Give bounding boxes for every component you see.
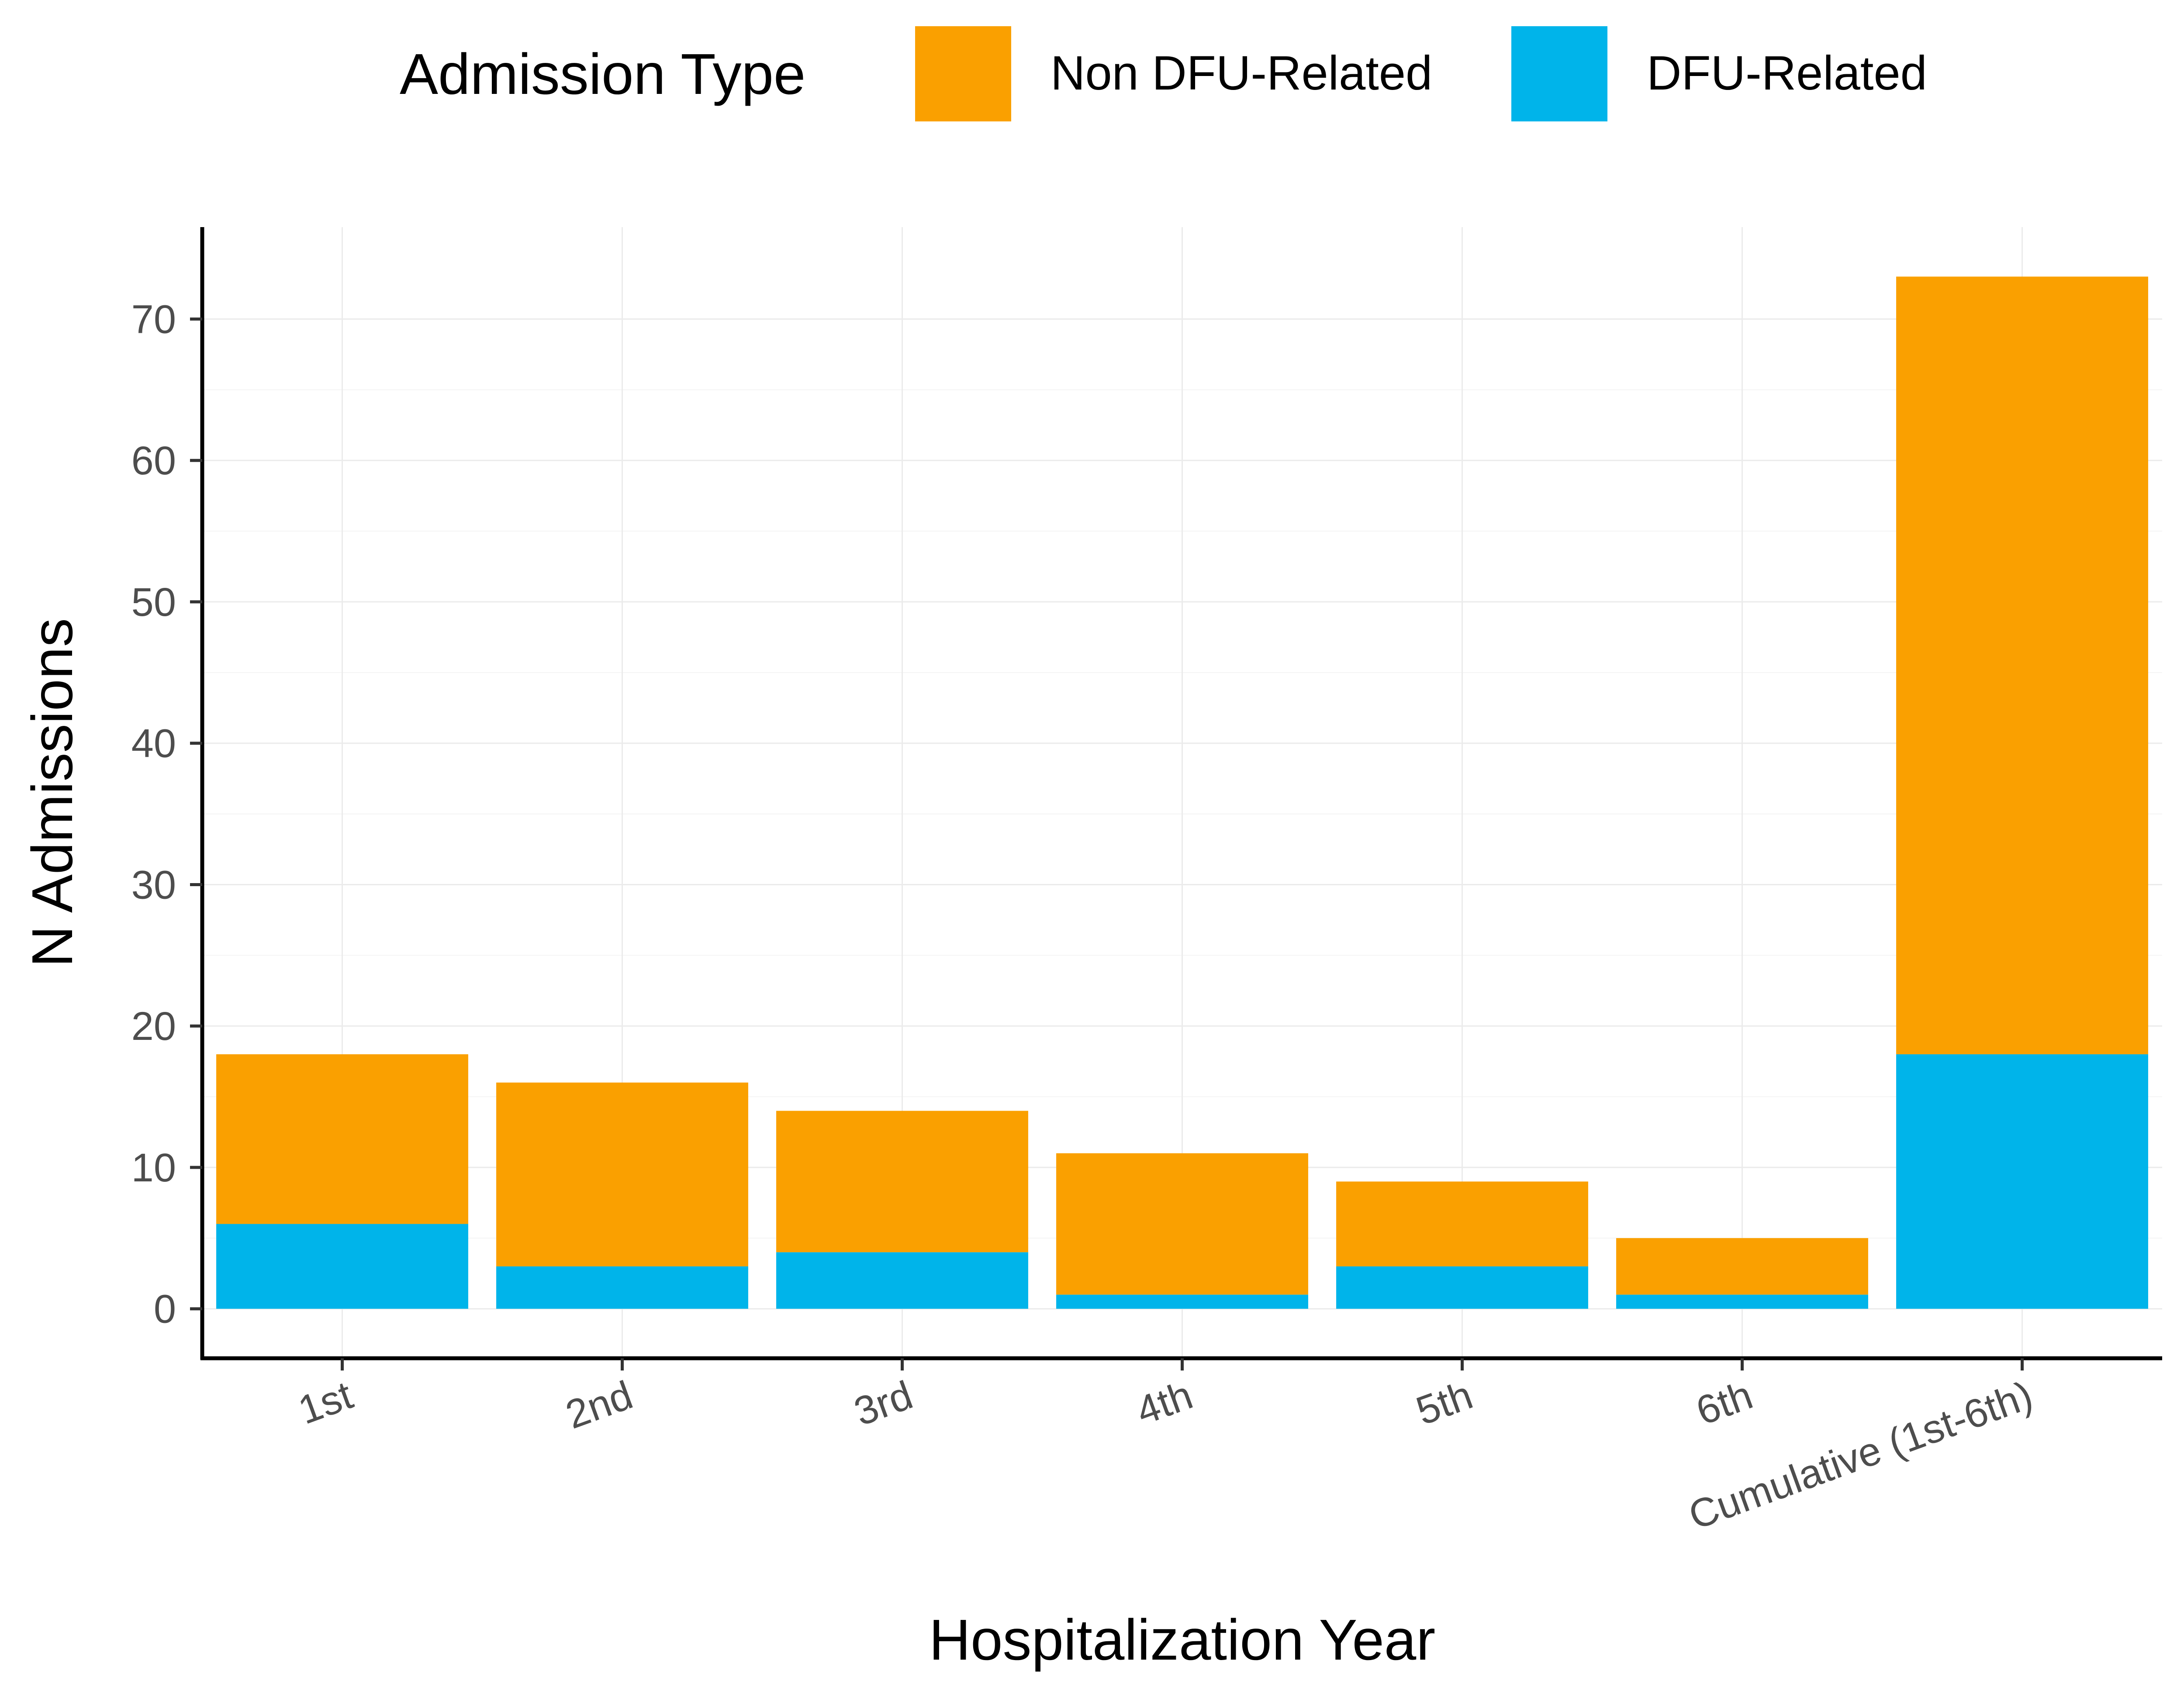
x-tick-label: 5th — [1410, 1373, 1478, 1434]
x-tick-label: 3rd — [849, 1373, 919, 1434]
y-tick-label: 20 — [131, 1004, 176, 1049]
bar-non-dfu-related — [496, 1082, 748, 1267]
bar-non-dfu-related — [1056, 1153, 1308, 1295]
bar-dfu-related — [216, 1224, 468, 1309]
y-tick-label: 30 — [131, 863, 176, 907]
x-axis-title: Hospitalization Year — [929, 1608, 1435, 1672]
bar-dfu-related — [776, 1252, 1028, 1309]
y-axis-title: N Admissions — [20, 618, 84, 967]
y-tick-label: 0 — [154, 1287, 176, 1332]
y-tick-label: 60 — [131, 438, 176, 483]
bars — [216, 276, 2148, 1309]
bar-non-dfu-related — [1336, 1181, 1588, 1267]
bar-non-dfu-related — [216, 1054, 468, 1224]
y-tick-label: 10 — [131, 1146, 176, 1190]
legend-swatch-dfu-related — [1511, 26, 1607, 121]
x-tick-label: 2nd — [560, 1373, 638, 1437]
bar-non-dfu-related — [776, 1111, 1028, 1253]
bar-non-dfu-related — [1896, 276, 2148, 1054]
x-tick-label: 1st — [293, 1373, 358, 1433]
legend-label-dfu-related: DFU-Related — [1647, 46, 1927, 100]
legend-swatch-non-dfu-related — [915, 26, 1011, 121]
bar-dfu-related — [1896, 1054, 2148, 1309]
y-tick-label: 40 — [131, 721, 176, 766]
y-axis-ticks: 0 10 20 30 40 50 60 70 — [131, 297, 202, 1332]
bar-non-dfu-related — [1616, 1238, 1868, 1295]
bar-dfu-related — [1056, 1295, 1308, 1309]
bar-dfu-related — [496, 1266, 748, 1309]
x-tick-label: 6th — [1690, 1373, 1758, 1434]
legend-label-non-dfu-related: Non DFU-Related — [1051, 46, 1432, 100]
y-tick-label: 50 — [131, 580, 176, 625]
legend: Admission Type Non DFU-Related DFU-Relate… — [400, 26, 1927, 121]
legend-title: Admission Type — [400, 42, 805, 106]
y-tick-label: 70 — [131, 297, 176, 342]
bar-dfu-related — [1336, 1266, 1588, 1309]
bar-dfu-related — [1616, 1295, 1868, 1309]
x-tick-label: 4th — [1130, 1373, 1198, 1434]
